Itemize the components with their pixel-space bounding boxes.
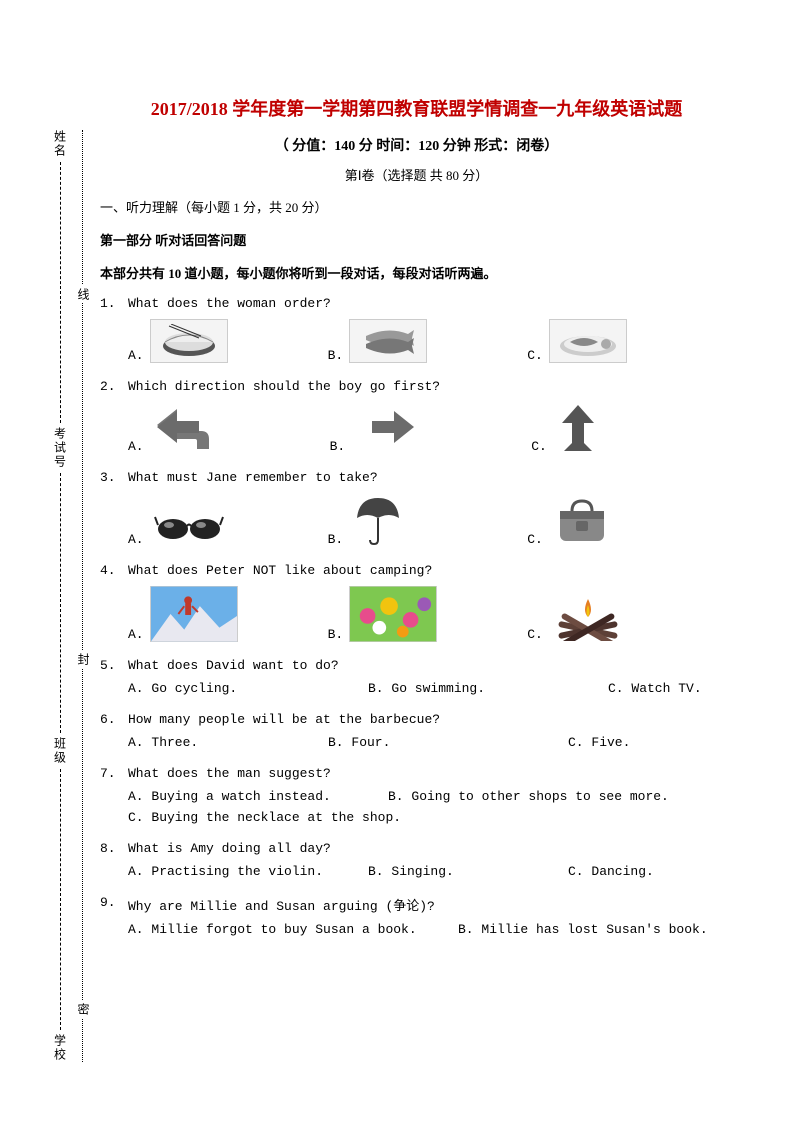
- q4-option-a[interactable]: A.: [128, 586, 238, 642]
- q9-text: Why are Millie and Susan arguing (争论)?: [128, 895, 733, 914]
- question-7: 7. What does the man suggest? A. Buying …: [100, 766, 733, 831]
- sunglasses-icon: [150, 507, 228, 547]
- q2-c-label: C.: [531, 439, 547, 454]
- q1-num: 1.: [100, 296, 128, 311]
- seal-word-feng: 封: [75, 650, 92, 668]
- q6-option-a[interactable]: A. Three.: [128, 735, 328, 750]
- q7-num: 7.: [100, 766, 128, 781]
- q4-num: 4.: [100, 563, 128, 578]
- q4-option-c[interactable]: C.: [527, 586, 627, 642]
- q2-num: 2.: [100, 379, 128, 394]
- side-label-examno: 考试号: [52, 427, 69, 469]
- q2-option-a[interactable]: A.: [128, 402, 220, 454]
- q3-c-label: C.: [527, 532, 543, 547]
- exam-title: 2017/2018 学年度第一学期第四教育联盟学情调查一九年级英语试题: [100, 95, 733, 121]
- mountain-climber-icon: [150, 586, 238, 642]
- part1-desc: 本部分共有 10 道小题，每小题你将听到一段对话，每段对话听两遍。: [100, 264, 733, 285]
- q7-option-c[interactable]: C. Buying the necklace at the shop.: [128, 810, 401, 825]
- flowers-icon: [349, 586, 437, 642]
- dotted-fold-line: [82, 130, 83, 1062]
- side-line: [60, 769, 61, 1030]
- q3-b-label: B.: [328, 532, 344, 547]
- fish-icon: [349, 319, 427, 363]
- side-label-class: 班级: [52, 737, 69, 765]
- q8-num: 8.: [100, 841, 128, 856]
- seal-word-mi: 密: [75, 1000, 92, 1018]
- q6-option-b[interactable]: B. Four.: [328, 735, 568, 750]
- side-label-school: 学校: [52, 1034, 69, 1062]
- listening-heading: 一、听力理解（每小题 1 分，共 20 分）: [100, 198, 733, 219]
- q4-c-label: C.: [527, 627, 543, 642]
- arrow-right-icon: [351, 406, 421, 454]
- listening-heading-text: 一、听力理解（每小题 1 分，共 20 分）: [100, 200, 328, 215]
- question-6: 6. How many people will be at the barbec…: [100, 712, 733, 756]
- q7-option-b[interactable]: B. Going to other shops to see more.: [388, 789, 669, 804]
- seal-word-xian: 线: [75, 285, 92, 303]
- q1-option-a[interactable]: A.: [128, 319, 228, 363]
- q1-text: What does the woman order?: [128, 296, 733, 311]
- q1-option-c[interactable]: C.: [527, 319, 627, 363]
- q3-a-label: A.: [128, 532, 144, 547]
- q4-text: What does Peter NOT like about camping?: [128, 563, 733, 578]
- q8-option-b[interactable]: B. Singing.: [368, 864, 568, 879]
- q5-option-b[interactable]: B. Go swimming.: [368, 681, 608, 696]
- arrow-up-icon: [553, 402, 603, 454]
- q7-text: What does the man suggest?: [128, 766, 733, 781]
- side-line: [60, 162, 61, 423]
- q7-option-a[interactable]: A. Buying a watch instead.: [128, 789, 388, 804]
- q9-num: 9.: [100, 895, 128, 910]
- fish-plate-icon: [549, 319, 627, 363]
- exam-subtitle: （ 分值：140 分 时间：120 分钟 形式：闭卷）: [100, 135, 733, 155]
- q3-option-a[interactable]: A.: [128, 493, 228, 547]
- q2-option-b[interactable]: B.: [330, 402, 422, 454]
- question-9: 9. Why are Millie and Susan arguing (争论)…: [100, 895, 733, 943]
- q1-option-b[interactable]: B.: [328, 319, 428, 363]
- q1-c-label: C.: [527, 348, 543, 363]
- q2-text: Which direction should the boy go first?: [128, 379, 733, 394]
- page-content: 2017/2018 学年度第一学期第四教育联盟学情调查一九年级英语试题 （ 分值…: [100, 95, 733, 953]
- q6-text: How many people will be at the barbecue?: [128, 712, 733, 727]
- part1-title: 第一部分 听对话回答问题: [100, 231, 733, 252]
- q6-num: 6.: [100, 712, 128, 727]
- q6-option-c[interactable]: C. Five.: [568, 735, 630, 750]
- q2-a-label: A.: [128, 439, 144, 454]
- binding-rail: 姓名 考试号 班级 学校: [45, 130, 75, 1062]
- campfire-icon: [549, 592, 627, 642]
- q1-b-label: B.: [328, 348, 344, 363]
- q3-option-c[interactable]: C.: [527, 493, 615, 547]
- question-4: 4. What does Peter NOT like about campin…: [100, 563, 733, 648]
- question-2: 2. Which direction should the boy go fir…: [100, 379, 733, 460]
- q3-option-b[interactable]: B.: [328, 493, 408, 547]
- q4-option-b[interactable]: B.: [328, 586, 438, 642]
- side-line: [60, 473, 61, 734]
- side-label-name: 姓名: [52, 130, 69, 158]
- q5-option-c[interactable]: C. Watch TV.: [608, 681, 702, 696]
- question-3: 3. What must Jane remember to take? A. B…: [100, 470, 733, 553]
- section-label: 第Ⅰ卷（选择题 共 80 分）: [100, 165, 733, 184]
- q5-num: 5.: [100, 658, 128, 673]
- q8-option-a[interactable]: A. Practising the violin.: [128, 864, 368, 879]
- q5-option-a[interactable]: A. Go cycling.: [128, 681, 368, 696]
- q9-option-b[interactable]: B. Millie has lost Susan's book.: [458, 922, 708, 937]
- q2-option-c[interactable]: C.: [531, 402, 603, 454]
- umbrella-icon: [349, 493, 407, 547]
- q8-text: What is Amy doing all day?: [128, 841, 733, 856]
- q1-a-label: A.: [128, 348, 144, 363]
- q2-b-label: B.: [330, 439, 346, 454]
- q5-text: What does David want to do?: [128, 658, 733, 673]
- bag-icon: [549, 495, 615, 547]
- q8-option-c[interactable]: C. Dancing.: [568, 864, 654, 879]
- q4-a-label: A.: [128, 627, 144, 642]
- q4-b-label: B.: [328, 627, 344, 642]
- q9-option-a[interactable]: A. Millie forgot to buy Susan a book.: [128, 922, 458, 937]
- q3-text: What must Jane remember to take?: [128, 470, 733, 485]
- q3-num: 3.: [100, 470, 128, 485]
- arrow-left-icon: [150, 406, 220, 454]
- noodles-bowl-icon: [150, 319, 228, 363]
- question-5: 5. What does David want to do? A. Go cyc…: [100, 658, 733, 702]
- question-8: 8. What is Amy doing all day? A. Practis…: [100, 841, 733, 885]
- question-1: 1. What does the woman order? A. B.: [100, 296, 733, 369]
